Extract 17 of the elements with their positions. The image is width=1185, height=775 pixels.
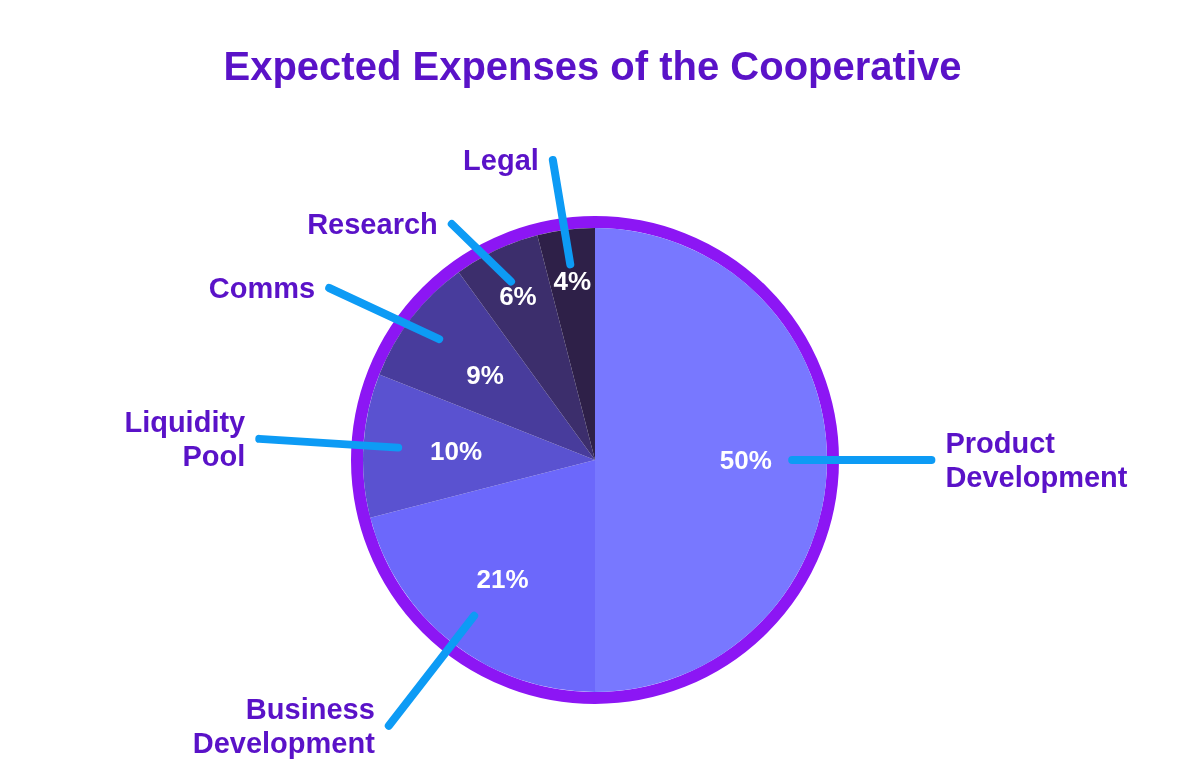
chart-title: Expected Expenses of the Cooperative [223,44,962,88]
data-label: 4% [553,265,592,296]
slice-label: Research [307,208,438,241]
slice-label: Legal [463,144,539,177]
pie-slice [370,460,595,692]
data-label: 10% [430,436,483,467]
data-label: 6% [499,281,537,312]
slice-label: Liquidity Pool [124,406,246,473]
slice-label: Business Development [192,692,376,759]
pie-slice [537,228,595,460]
pie-slice [379,272,595,460]
data-label: 9% [466,359,504,390]
slice-label: Comms [208,272,316,305]
data-label: 21% [476,564,529,595]
data-label: 50% [719,445,772,476]
pie-slice [595,228,827,692]
slice-label: Product Development [945,427,1128,494]
